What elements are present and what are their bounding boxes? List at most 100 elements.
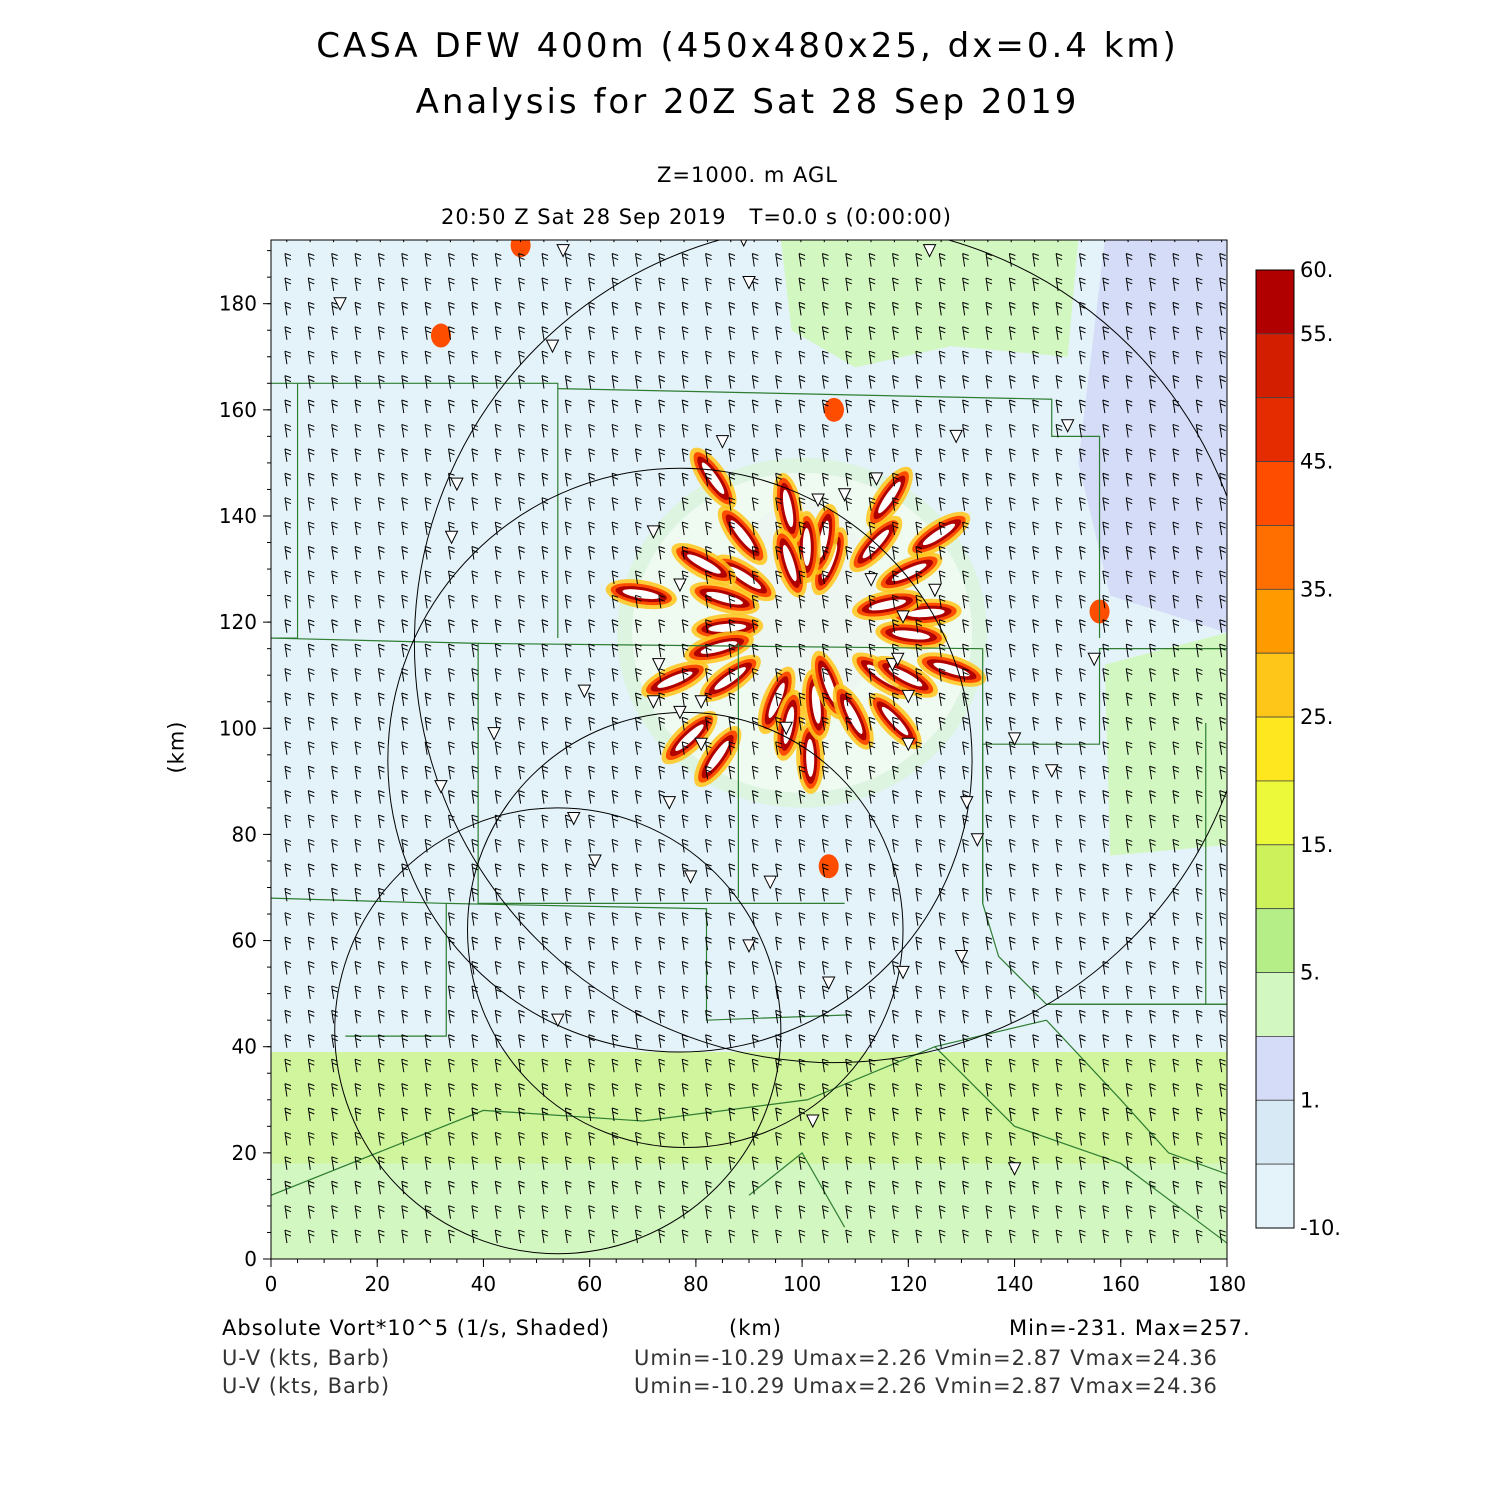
- wind-barb: [985, 1009, 993, 1024]
- wind-barb: [588, 570, 595, 584]
- wind-barb: [331, 741, 338, 755]
- wind-barb: [705, 253, 712, 267]
- wind-barb: [798, 448, 806, 462]
- wind-barb: [845, 668, 852, 682]
- wind-barb: [728, 912, 736, 926]
- wind-barb: [1149, 350, 1156, 365]
- wind-barb: [471, 497, 479, 511]
- station-marker: [742, 939, 756, 953]
- wind-barb: [1219, 1229, 1226, 1244]
- wind-barb: [307, 1131, 315, 1146]
- wind-barb: [634, 448, 642, 462]
- wind-barb: [541, 1034, 549, 1048]
- wind-barb: [845, 497, 852, 511]
- station-marker: [1060, 419, 1075, 433]
- wind-barb: [611, 716, 619, 731]
- field-band-south: [271, 1052, 1227, 1259]
- wind-barb: [448, 716, 455, 731]
- wind-barb: [1078, 985, 1086, 1000]
- wind-barb: [588, 1180, 595, 1195]
- wind-barb: [494, 887, 502, 902]
- wind-barb: [471, 716, 479, 731]
- wind-barb: [1219, 741, 1226, 755]
- wind-barb: [588, 741, 595, 755]
- wind-barb: [1032, 1009, 1039, 1024]
- wind-barb: [1149, 692, 1156, 707]
- wind-barb: [728, 1107, 736, 1122]
- radar-range-ring: [467, 711, 904, 1149]
- wind-barb: [705, 399, 712, 414]
- wind-barb: [681, 985, 689, 1000]
- wind-barb: [1125, 668, 1133, 682]
- wind-barb: [938, 546, 946, 560]
- wind-barb: [564, 619, 572, 633]
- wind-barb: [307, 472, 315, 487]
- wind-barb: [798, 668, 806, 682]
- wind-barb: [541, 1107, 549, 1122]
- wind-barb: [985, 643, 993, 658]
- wind-barb: [728, 961, 736, 975]
- wind-barb: [728, 838, 736, 853]
- wind-barb: [1195, 1107, 1203, 1122]
- wind-barb: [1078, 546, 1086, 560]
- wind-barb: [354, 497, 362, 511]
- wind-barb: [821, 1107, 829, 1122]
- wind-barb: [1149, 570, 1156, 584]
- wind-barb: [962, 326, 969, 340]
- wind-barb: [798, 301, 806, 316]
- wind-barb: [1032, 887, 1039, 902]
- wind-barb: [1219, 863, 1226, 877]
- wind-barb: [658, 1229, 666, 1244]
- wind-barb: [424, 838, 432, 853]
- wind-barb: [284, 301, 292, 316]
- wind-barb: [401, 594, 408, 609]
- wind-barb: [377, 1034, 385, 1048]
- wind-barb: [494, 1131, 502, 1146]
- wind-barb: [938, 1083, 946, 1097]
- wind-barb: [611, 1058, 619, 1073]
- wind-barb: [1172, 1058, 1180, 1073]
- wind-barb: [284, 326, 292, 340]
- wind-barb: [307, 326, 315, 340]
- wind-barb: [1125, 985, 1133, 1000]
- wind-barb: [1102, 448, 1110, 462]
- wind-barb: [658, 375, 666, 389]
- wind-barb: [845, 546, 852, 560]
- wind-barb: [518, 692, 525, 707]
- wind-barb: [401, 936, 408, 951]
- wind-barb: [1078, 1034, 1086, 1048]
- wind-barb: [775, 1034, 782, 1048]
- wind-barb: [821, 350, 829, 365]
- wind-barb: [915, 1205, 923, 1219]
- wind-barb: [985, 277, 993, 292]
- wind-barb: [634, 887, 642, 902]
- wind-barb: [892, 399, 899, 414]
- wind-barb: [331, 790, 338, 804]
- wind-barb: [424, 423, 432, 438]
- wind-barb: [448, 448, 455, 462]
- wind-barb: [845, 1229, 852, 1244]
- wind-barb: [892, 521, 899, 536]
- wind-barb: [1055, 1107, 1063, 1122]
- wind-barb: [1125, 423, 1133, 438]
- wind-barb: [962, 253, 969, 267]
- wind-barb: [751, 1058, 759, 1073]
- wind-barb: [354, 472, 362, 487]
- wind-barb: [588, 765, 595, 780]
- wind-barb: [284, 1180, 292, 1195]
- wind-barb: [354, 765, 362, 780]
- wind-barb: [705, 350, 712, 365]
- wind-barb: [588, 887, 595, 902]
- wind-barb: [541, 838, 549, 853]
- wind-barb: [938, 1156, 946, 1170]
- wind-barb: [588, 716, 595, 731]
- wind-barb: [938, 765, 946, 780]
- wind-barb: [915, 326, 923, 340]
- wind-barb: [658, 912, 666, 926]
- vorticity-core: [687, 554, 721, 574]
- wind-barb: [494, 814, 502, 829]
- wind-barb: [634, 472, 642, 487]
- wind-barb: [611, 1009, 619, 1024]
- wind-barb: [1149, 1156, 1156, 1170]
- wind-barb: [284, 1107, 292, 1122]
